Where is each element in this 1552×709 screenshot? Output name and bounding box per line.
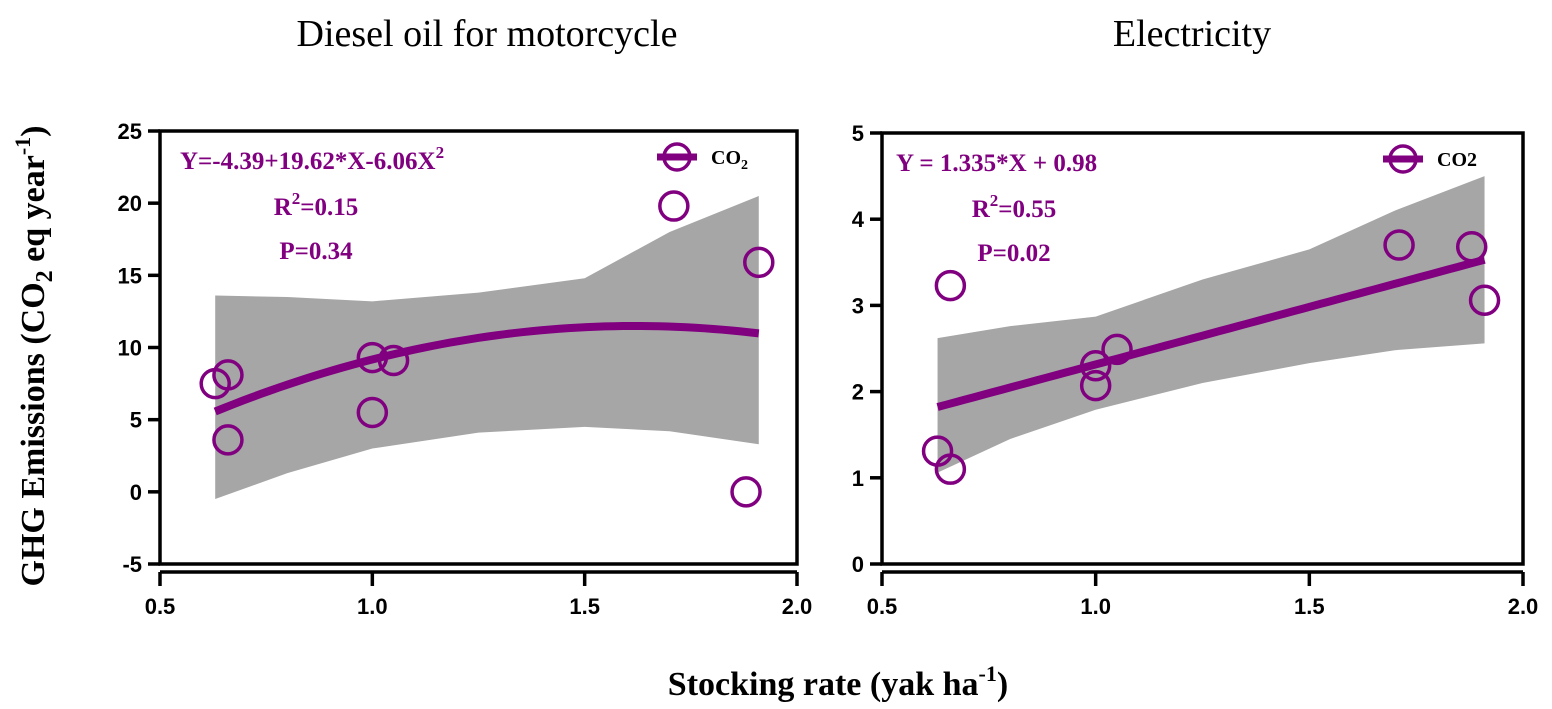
data-point xyxy=(1079,349,1112,382)
data-point xyxy=(212,359,244,391)
data-point xyxy=(377,344,410,377)
data-point xyxy=(212,424,244,456)
plot-frame xyxy=(880,131,1525,566)
plot-left: 0.5 1.0 1.5 2.0 -5 0 5 10 15 20 25 CO2 Y=-4.39+19.62… xyxy=(118,119,813,619)
y-tick-label: 25 xyxy=(118,119,142,144)
y-tick-label: 5 xyxy=(130,408,142,433)
x-tick-label: 1.5 xyxy=(569,594,600,619)
x-tick-label: 0.5 xyxy=(145,594,176,619)
y-tick-label: 0 xyxy=(852,552,864,577)
x-tick-label: 2.0 xyxy=(1508,594,1539,619)
data-point xyxy=(730,476,762,508)
fit-line xyxy=(936,255,1486,411)
y-tick-label: 4 xyxy=(852,207,865,232)
x-tick-label: 1.5 xyxy=(1294,594,1325,619)
x-tick-label: 0.5 xyxy=(867,594,898,619)
y-tick-label: 1 xyxy=(852,466,864,491)
y-tick-label: 3 xyxy=(852,293,864,318)
data-point xyxy=(1468,284,1501,316)
chart-title-right: Electricity xyxy=(1113,13,1271,55)
data-point xyxy=(934,269,967,302)
data-point xyxy=(356,396,389,429)
equation-annotation: Y = 1.335*X + 0.98 xyxy=(896,150,1097,177)
legend-marker xyxy=(1388,144,1418,174)
legend-label: CO2 xyxy=(1437,149,1477,171)
data-point xyxy=(356,341,389,374)
legend-label: CO2 xyxy=(711,147,748,173)
data-point xyxy=(1383,229,1415,261)
data-point xyxy=(743,246,775,279)
p-value-annotation: P=0.34 xyxy=(279,238,353,265)
chart-title-left: Diesel oil for motorcycle xyxy=(297,13,678,55)
legend-marker xyxy=(662,142,692,172)
x-tick-label: 1.0 xyxy=(357,594,388,619)
y-tick-label: -5 xyxy=(122,552,142,577)
y-axis-label: GHG Emissions (CO2 eq year-1) xyxy=(10,125,58,586)
y-tick-label: 20 xyxy=(118,191,142,216)
y-tick-label: 2 xyxy=(852,380,864,405)
data-point xyxy=(658,190,690,222)
r-squared-annotation: R2=0.15 xyxy=(274,189,359,221)
data-point xyxy=(1455,231,1488,263)
y-tick-label: 10 xyxy=(118,336,142,361)
x-axis-label: Stocking rate (yak ha-1) xyxy=(668,661,1008,703)
plot-right: 0.5 1.0 1.5 2.0 0 1 2 3 4 5 CO2 Y = 1.335*X + 0.98 R… xyxy=(852,121,1539,619)
confidence-band xyxy=(215,195,759,500)
y-tick-label: 15 xyxy=(118,263,142,288)
data-point xyxy=(934,453,967,485)
equation-annotation: Y=-4.39+19.62*X-6.06X2 xyxy=(180,143,444,175)
data-point xyxy=(1079,369,1112,402)
confidence-band xyxy=(937,176,1485,473)
y-tick-label: 5 xyxy=(852,121,864,146)
p-value-annotation: P=0.02 xyxy=(977,240,1050,267)
data-point xyxy=(1101,333,1133,366)
x-tick-label: 1.0 xyxy=(1080,594,1111,619)
r-squared-annotation: R2=0.55 xyxy=(972,191,1057,223)
fit-line xyxy=(213,321,760,416)
x-tick-label: 2.0 xyxy=(782,594,813,619)
y-tick-label: 0 xyxy=(130,480,142,505)
